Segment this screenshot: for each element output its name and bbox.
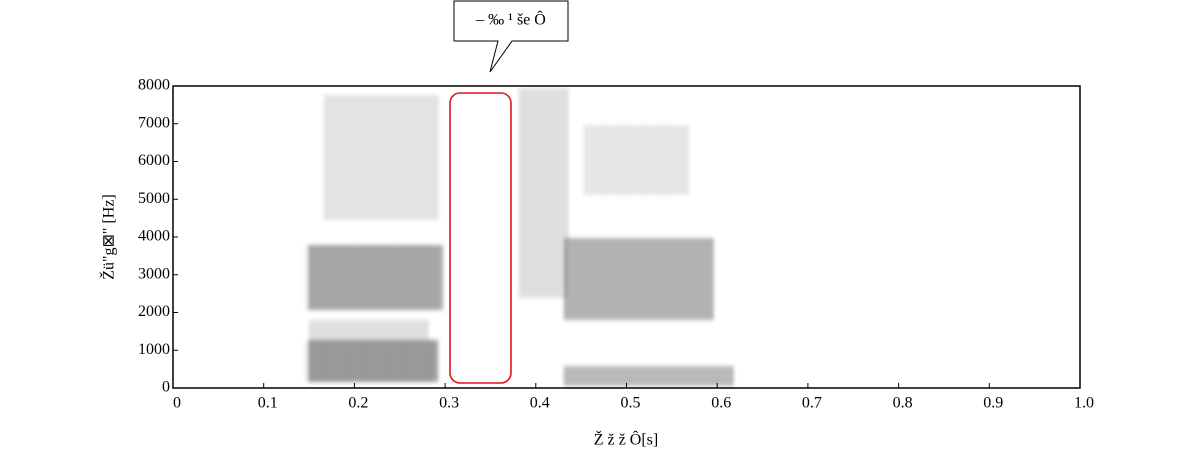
y-tick-label: 2000 [138,303,170,320]
y-tick-label: 7000 [138,114,170,131]
y-tick-label: 3000 [138,265,170,282]
callout [453,0,569,73]
callout-text: – ‰ ¹ še Ô [475,10,546,29]
highlight-region [449,92,512,384]
y-axis-label: Žü"g⊠" [Hz] [99,194,118,280]
x-tick-label: 0.9 [983,395,1003,412]
x-tick-label: 1.0 [1074,395,1094,412]
x-tick-label: 0.1 [258,395,278,412]
y-tick-label: 0 [162,379,170,396]
y-tick-label: 1000 [138,341,170,358]
x-tick-label: 0.2 [348,395,368,412]
x-axis-label: Ž ž ž Ô[s] [594,430,658,449]
y-tick-label: 8000 [138,77,170,94]
x-tick-label: 0.4 [530,395,550,412]
x-tick-label: 0.3 [439,395,459,412]
x-tick-label: 0.8 [893,395,913,412]
y-tick-label: 6000 [138,152,170,169]
x-tick-label: 0.5 [621,395,641,412]
y-tick-label: 5000 [138,190,170,207]
spectrogram-image [307,88,735,386]
x-tick-label: 0 [173,395,181,412]
x-tick-label: 0.6 [711,395,731,412]
y-tick-label: 4000 [138,228,170,245]
x-tick-label: 0.7 [802,395,822,412]
